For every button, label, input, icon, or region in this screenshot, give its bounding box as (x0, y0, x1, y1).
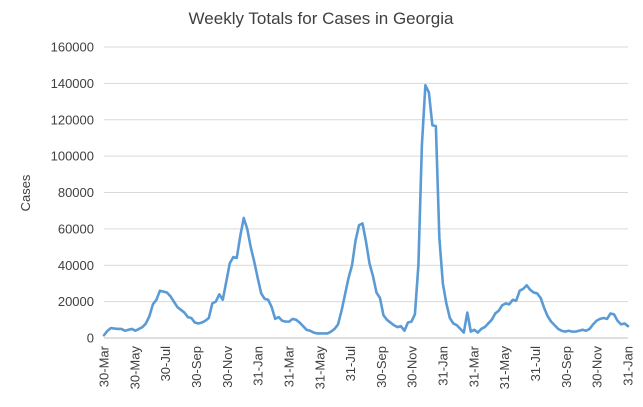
y-axis-title: Cases (18, 174, 33, 211)
x-tick-label: 30-May (127, 346, 142, 390)
y-tick-label: 140000 (51, 76, 94, 91)
y-tick-label: 120000 (51, 112, 94, 127)
x-tick-label: 31-Jul (528, 346, 543, 382)
x-tick-label: 30-Nov (405, 346, 420, 388)
y-tick-label: 160000 (51, 40, 94, 55)
x-tick-label: 30-Sep (374, 346, 389, 388)
x-tick-label: 30-Jul (158, 346, 173, 382)
x-tick-label: 31-Jan (251, 346, 266, 386)
labels: Weekly Totals for Cases in Georgia Cases… (18, 9, 636, 389)
x-tick-label: 31-May (312, 346, 327, 390)
series-layer (102, 83, 630, 337)
x-tick-label: 31-Mar (281, 345, 296, 387)
y-tick-label: 60000 (58, 221, 94, 236)
chart-title: Weekly Totals for Cases in Georgia (189, 9, 454, 28)
x-tick-label: 30-Nov (220, 346, 235, 388)
series-line-cases (102, 83, 630, 337)
y-tick-label: 20000 (58, 294, 94, 309)
x-tick-label: 30-Mar (97, 345, 112, 387)
x-tick-label: 31-Jul (343, 346, 358, 382)
y-tick-label: 0 (87, 331, 94, 346)
gridlines (104, 46, 628, 303)
x-tick-label: 31-Jan (436, 346, 451, 386)
x-tick-label: 31-Mar (466, 345, 481, 387)
x-tick-label: 30-Nov (590, 346, 605, 388)
y-tick-label: 100000 (51, 149, 94, 164)
x-tick-label: 31-Jan (621, 346, 636, 386)
y-tick-label: 40000 (58, 258, 94, 273)
x-tick-label: 30-Sep (189, 346, 204, 388)
x-tick-label: 30-Sep (559, 346, 574, 388)
y-tick-label: 80000 (58, 185, 94, 200)
x-tick-label: 31-May (497, 346, 512, 390)
